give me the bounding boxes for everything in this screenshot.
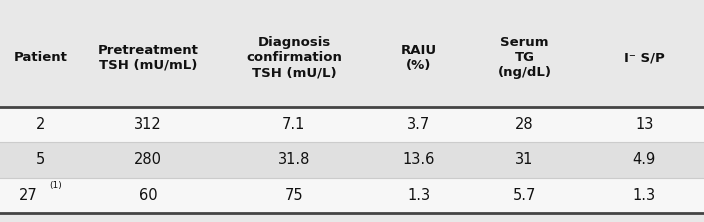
Text: 31: 31 xyxy=(515,152,534,167)
Text: Patient: Patient xyxy=(13,51,68,64)
Text: Serum
TG
(ng/dL): Serum TG (ng/dL) xyxy=(498,36,551,79)
Text: 2: 2 xyxy=(36,117,45,132)
Text: I⁻ S/P: I⁻ S/P xyxy=(624,51,665,64)
Text: (1): (1) xyxy=(49,181,63,190)
Text: 5.7: 5.7 xyxy=(513,188,536,203)
Text: 3.7: 3.7 xyxy=(407,117,431,132)
Text: Pretreatment
TSH (mU/mL): Pretreatment TSH (mU/mL) xyxy=(97,44,199,72)
Text: Diagnosis
confirmation
TSH (mU/L): Diagnosis confirmation TSH (mU/L) xyxy=(246,36,342,79)
Text: 312: 312 xyxy=(134,117,162,132)
Text: 1.3: 1.3 xyxy=(408,188,430,203)
Text: RAIU
(%): RAIU (%) xyxy=(401,44,437,72)
Text: 4.9: 4.9 xyxy=(632,152,656,167)
Text: 60: 60 xyxy=(139,188,157,203)
Text: 13: 13 xyxy=(635,117,653,132)
Text: 1.3: 1.3 xyxy=(633,188,655,203)
Text: 280: 280 xyxy=(134,152,162,167)
Text: 31.8: 31.8 xyxy=(278,152,310,167)
Text: 13.6: 13.6 xyxy=(403,152,435,167)
Text: 28: 28 xyxy=(515,117,534,132)
Text: 27: 27 xyxy=(18,188,37,203)
Text: 75: 75 xyxy=(284,188,303,203)
Text: 5: 5 xyxy=(36,152,45,167)
Text: 7.1: 7.1 xyxy=(282,117,306,132)
